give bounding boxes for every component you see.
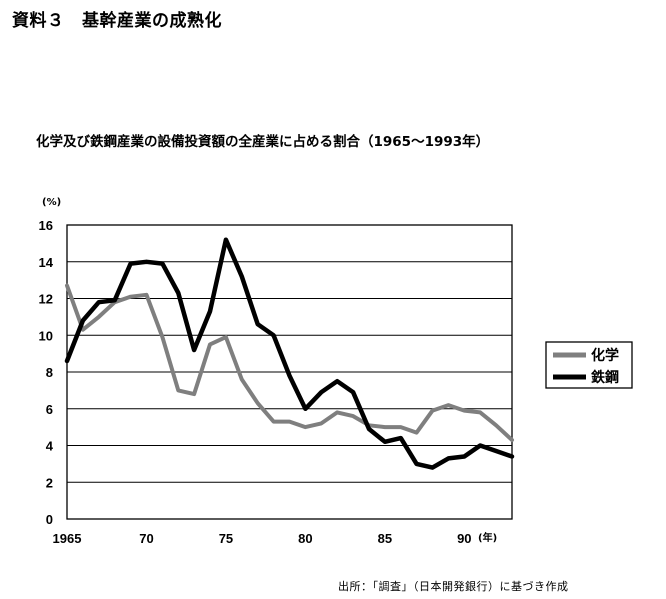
y-tick-label: 8	[46, 365, 53, 380]
x-tick-label: 75	[219, 531, 233, 546]
legend-box	[545, 341, 633, 389]
legend-label: 鉄鋼	[591, 369, 619, 386]
y-tick-label: 16	[39, 218, 53, 233]
series-layer	[64, 237, 515, 470]
legend-label: 化学	[591, 347, 619, 364]
document-title: 資料３ 基幹産業の成熟化	[12, 11, 222, 31]
y-axis-label: (%)	[42, 197, 61, 208]
source-note: 出所：「調査」（日本開発銀行）に基づき作成	[338, 580, 569, 593]
x-tick-label: 85	[378, 531, 392, 546]
y-tick-label: 6	[46, 402, 53, 417]
x-tick-label: 90	[457, 531, 471, 546]
x-tick-label: 80	[298, 531, 312, 546]
x-axis-label: (年)	[478, 531, 497, 544]
y-tick-label: 10	[39, 328, 53, 343]
series-line-chemical	[65, 283, 514, 442]
y-tick-label: 14	[39, 255, 54, 270]
y-tick-label: 4	[46, 439, 54, 454]
axis-ticks: 0 2 4 6 8 10 12 14 16 1965 70 75 80 85 90	[39, 218, 472, 546]
series-line-steel	[64, 237, 515, 470]
plot-frame	[66, 224, 513, 520]
chart-title: 化学及び鉄鋼産業の設備投資額の全産業に占める割合（1965〜1993年）	[36, 134, 490, 150]
y-tick-label: 2	[46, 475, 53, 490]
y-tick-label: 12	[39, 292, 53, 307]
y-tick-label: 0	[46, 512, 53, 527]
x-tick-label: 70	[139, 531, 153, 546]
x-tick-label: 1965	[53, 531, 82, 546]
